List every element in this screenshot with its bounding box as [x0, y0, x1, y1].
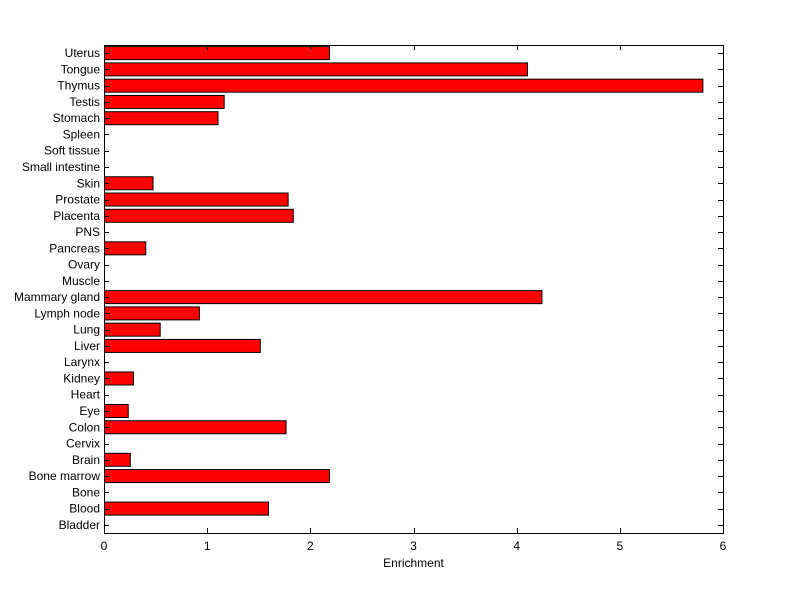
y-tick-label: Tongue [61, 62, 101, 76]
y-tick-label: Prostate [55, 193, 100, 207]
y-tick-label: Liver [74, 339, 100, 353]
bar-mammary-gland [104, 290, 543, 305]
y-tick-label: Larynx [64, 355, 100, 369]
y-tick-label: Muscle [62, 274, 100, 288]
x-axis-ticks: 0 1 2 3 4 5 6 [101, 45, 727, 553]
y-tick-label: PNS [75, 225, 100, 239]
y-tick-label: Lymph node [34, 306, 100, 320]
y-tick-label: Uterus [65, 46, 100, 60]
x-tick-label: 6 [720, 539, 727, 553]
y-tick-label: Mammary gland [14, 290, 100, 304]
bar-brain [104, 452, 131, 467]
y-tick-label: Bone marrow [29, 469, 101, 483]
bar-skin [104, 176, 154, 191]
x-tick-label: 4 [513, 539, 520, 553]
x-tick-label: 1 [204, 539, 211, 553]
x-tick-label: 0 [101, 539, 108, 553]
y-tick-label: Skin [77, 176, 100, 190]
bar-pancreas [104, 241, 147, 256]
bar-liver [104, 338, 261, 353]
bar-prostate [104, 192, 289, 207]
y-tick-label: Pancreas [49, 241, 100, 255]
bar-testis [104, 94, 225, 109]
y-tick-label: Soft tissue [44, 144, 100, 158]
x-tick-label: 3 [410, 539, 417, 553]
y-tick-label: Colon [69, 420, 100, 434]
y-tick-label: Testis [69, 95, 100, 109]
y-tick-label: Brain [72, 453, 100, 467]
bar-tongue [104, 62, 528, 77]
y-tick-label: Heart [71, 388, 101, 402]
bar-bone-marrow [104, 469, 330, 484]
x-tick-label: 5 [616, 539, 623, 553]
y-tick-label: Bladder [59, 518, 100, 532]
y-tick-label: Lung [73, 323, 100, 337]
y-axis-ticks: Bladder Blood Bone Bone marrow Brain Cervix Co… [14, 46, 723, 532]
y-tick-label: Eye [79, 404, 100, 418]
y-tick-label: Bone [72, 485, 100, 499]
bar-lung [104, 322, 161, 337]
y-tick-label: Small intestine [22, 160, 100, 174]
y-tick-label: Kidney [63, 371, 100, 385]
y-tick-label: Blood [69, 502, 100, 516]
y-tick-label: Spleen [63, 127, 100, 141]
bar-group [104, 46, 704, 516]
y-tick-label: Stomach [53, 111, 100, 125]
x-tick-label: 2 [307, 539, 314, 553]
bar-lymph-node [104, 306, 200, 321]
bar-colon [104, 420, 287, 435]
bar-stomach [104, 111, 219, 126]
y-tick-label: Ovary [68, 258, 100, 272]
y-tick-label: Thymus [57, 79, 100, 93]
bar-uterus [104, 46, 330, 61]
bar-placenta [104, 208, 294, 223]
bar-thymus [104, 78, 704, 93]
bar-blood [104, 501, 270, 516]
plot-area-frame [104, 45, 724, 534]
y-tick-label: Cervix [66, 437, 100, 451]
bar-eye [104, 403, 129, 418]
y-tick-label: Placenta [53, 209, 100, 223]
x-axis-title: Enrichment [383, 556, 444, 570]
